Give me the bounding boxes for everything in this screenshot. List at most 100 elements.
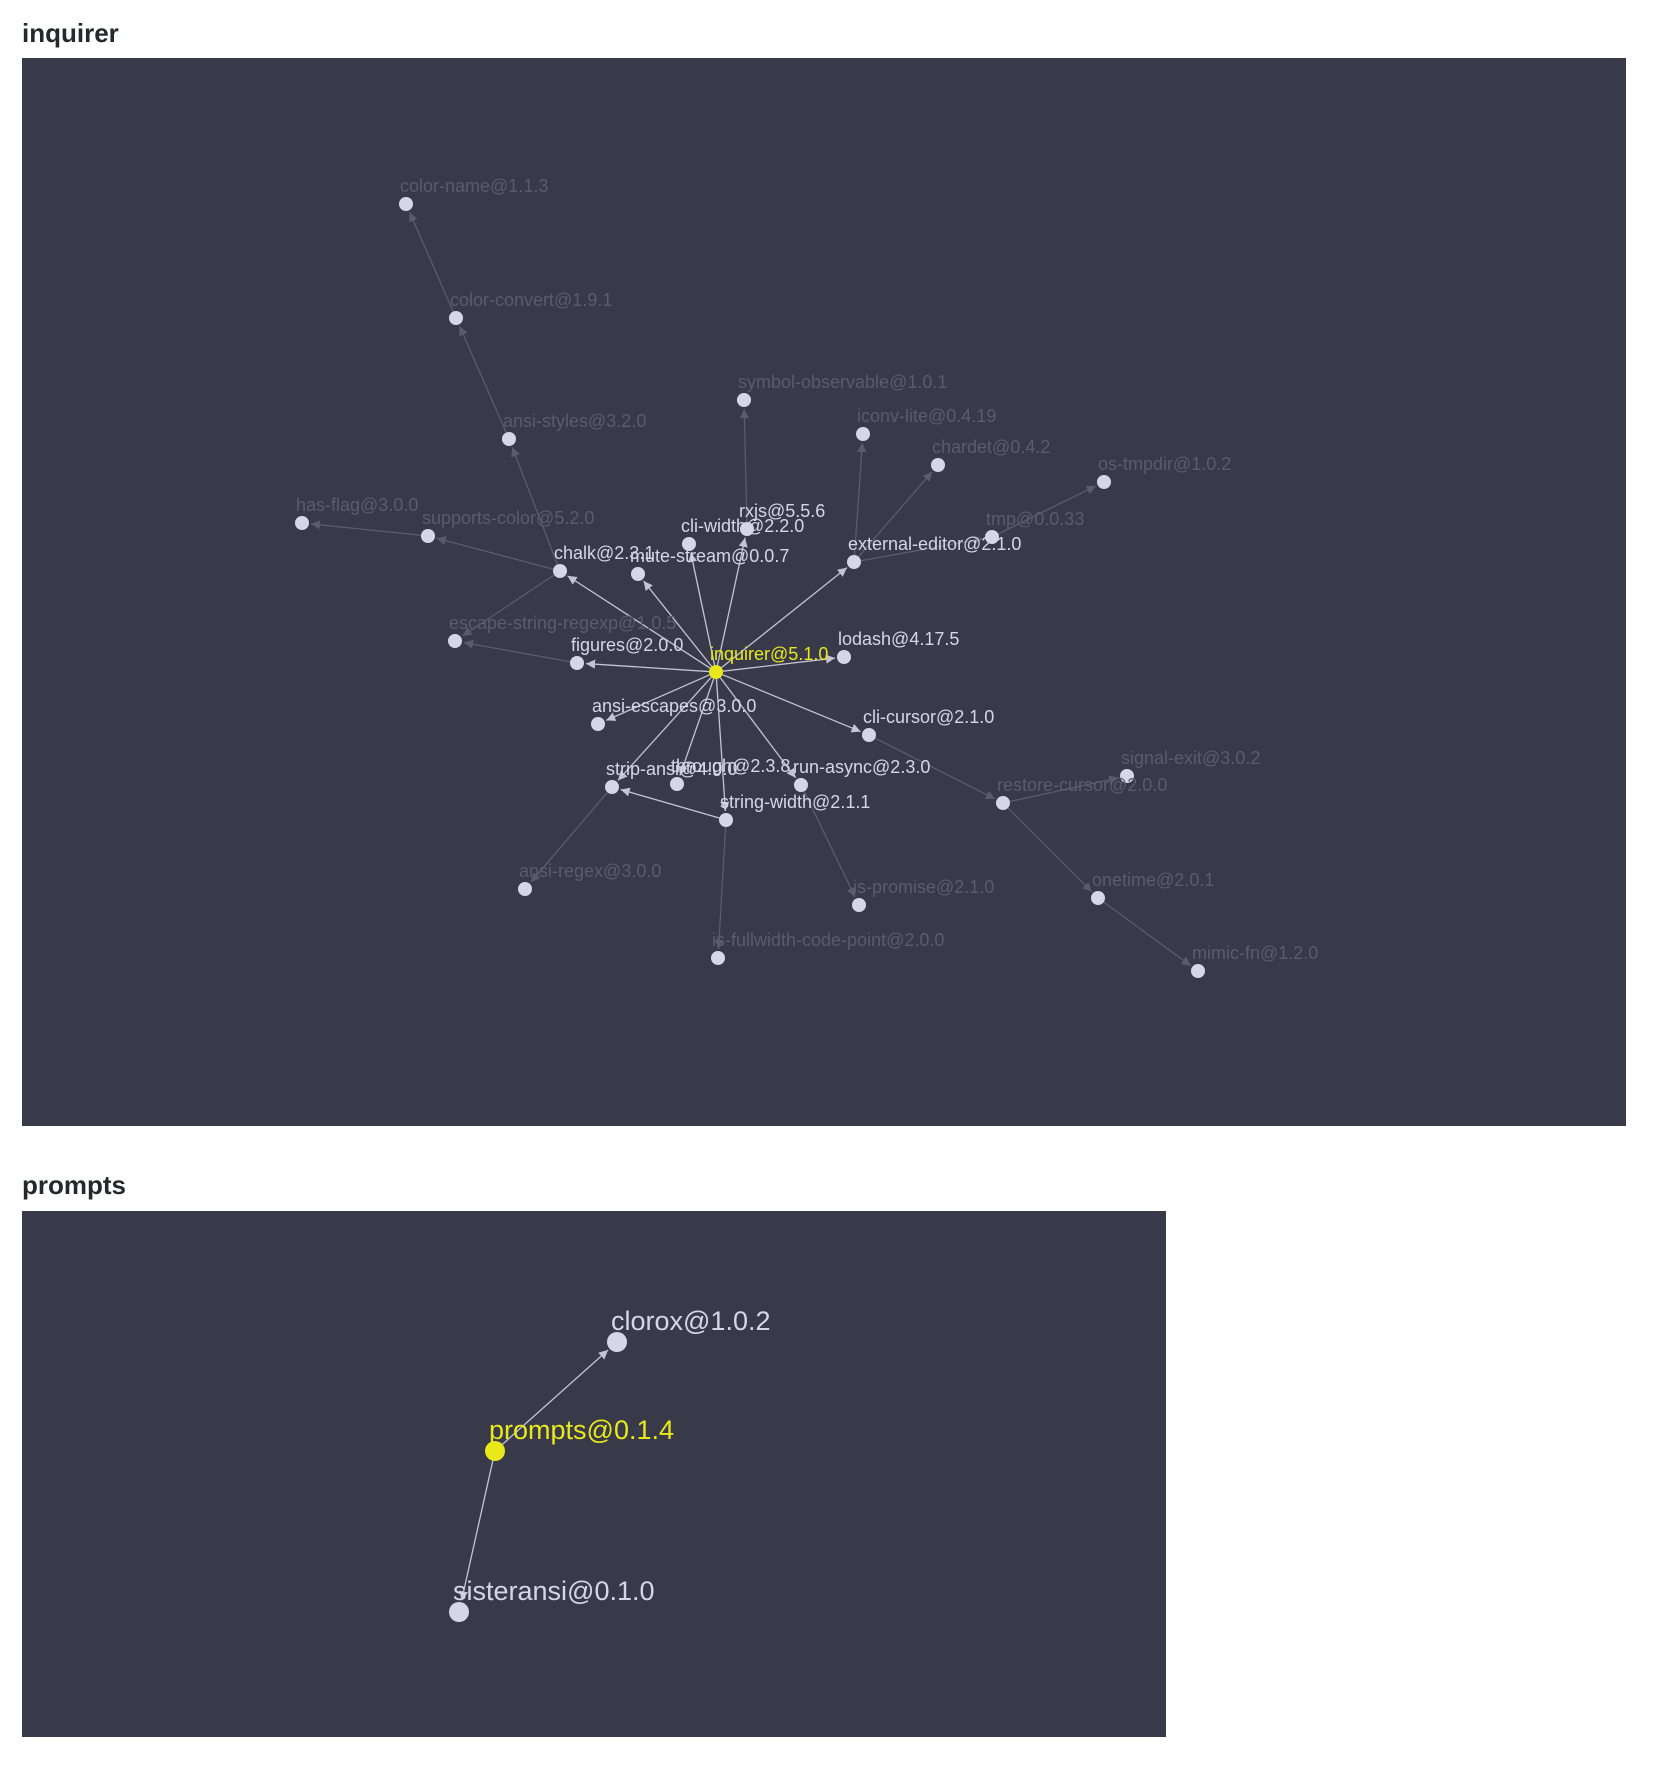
node-tmp[interactable]: tmp@0.0.33 [985,509,1084,544]
node-dot-has-flag[interactable] [295,516,309,530]
node-symbol-observable[interactable]: symbol-observable@1.0.1 [737,372,947,407]
node-dot-is-promise[interactable] [852,898,866,912]
edge-external-editor-to-tmp [860,535,984,562]
node-dot-ansi-regex[interactable] [518,882,532,896]
node-os-tmpdir[interactable]: os-tmpdir@1.0.2 [1097,454,1231,489]
graph-title-inquirer: inquirer [22,18,119,48]
node-supports-color[interactable]: supports-color@5.2.0 [421,508,594,543]
node-has-flag[interactable]: has-flag@3.0.0 [295,495,418,530]
graph-canvas-prompts[interactable]: prompts@0.1.4 clorox@1.0.2 sisteransi@0.1.… [22,1211,1166,1737]
node-ansi-regex[interactable]: ansi-regex@3.0.0 [518,861,661,896]
node-dot-iconv-lite[interactable] [856,427,870,441]
node-dot-chalk[interactable] [553,564,567,578]
node-rxjs[interactable]: rxjs@5.5.6 [739,501,825,536]
node-label-iconv-lite: iconv-lite@0.4.19 [857,406,996,426]
node-dot-clorox[interactable] [607,1332,627,1352]
node-dot-color-name[interactable] [399,197,413,211]
node-onetime[interactable]: onetime@2.0.1 [1091,870,1214,905]
node-dot-os-tmpdir[interactable] [1097,475,1111,489]
node-sisteransi[interactable]: sisteransi@0.1.0 [449,1576,655,1622]
node-label-strip-ansi: strip-ansi@4.0.0 [606,759,737,779]
node-through[interactable]: through@2.3.8 [670,756,790,791]
node-label-color-name: color-name@1.1.3 [400,176,548,196]
node-strip-ansi[interactable]: strip-ansi@4.0.0 [605,759,737,794]
node-mimic-fn[interactable]: mimic-fn@1.2.0 [1191,943,1318,978]
node-dot-color-convert[interactable] [449,311,463,325]
node-dot-is-fullwidth-code-point[interactable] [711,951,725,965]
node-dot-cli-width[interactable] [682,537,696,551]
node-lodash[interactable]: lodash@4.17.5 [837,629,959,664]
node-dot-cli-cursor[interactable] [862,728,876,742]
node-string-width[interactable]: string-width@2.1.1 [719,792,870,827]
node-dot-chardet[interactable] [931,458,945,472]
edge-rxjs-to-symbol-observable [739,408,749,523]
node-color-convert[interactable]: color-convert@1.9.1 [449,290,612,325]
node-label-mute-stream: mute-stream@0.0.7 [630,546,789,566]
node-label-is-fullwidth-code-point: is-fullwidth-code-point@2.0.0 [712,930,944,950]
node-dot-tmp[interactable] [985,530,999,544]
node-restore-cursor[interactable]: restore-cursor@2.0.0 [996,775,1167,810]
node-dot-restore-cursor[interactable] [996,796,1010,810]
node-label-mimic-fn: mimic-fn@1.2.0 [1192,943,1318,963]
node-dot-symbol-observable[interactable] [737,393,751,407]
node-dot-lodash[interactable] [837,650,851,664]
node-run-async[interactable]: run-async@2.3.0 [793,757,930,792]
graph-title-prompts: prompts [22,1170,126,1200]
edge-string-width-to-strip-ansi [620,787,720,819]
node-dot-escape-string-regexp[interactable] [448,634,462,648]
node-dot-run-async[interactable] [794,778,808,792]
node-ansi-styles[interactable]: ansi-styles@3.2.0 [502,411,646,446]
node-dot-rxjs[interactable] [740,522,754,536]
node-chalk[interactable]: chalk@2.3.1 [553,543,654,578]
node-cli-cursor[interactable]: cli-cursor@2.1.0 [862,707,994,742]
node-escape-string-regexp[interactable]: escape-string-regexp@1.0.5 [448,613,676,648]
graph-canvas-inquirer[interactable]: inquirer@5.1.0 chalk@2.3.1mute-stream@0.0… [22,58,1626,1126]
node-dot-figures[interactable] [570,656,584,670]
node-label-has-flag: has-flag@3.0.0 [296,495,418,515]
node-dot-inquirer[interactable] [709,665,723,679]
node-label-color-convert: color-convert@1.9.1 [450,290,612,310]
node-dot-sisteransi[interactable] [449,1602,469,1622]
node-dot-string-width[interactable] [719,813,733,827]
node-is-fullwidth-code-point[interactable]: is-fullwidth-code-point@2.0.0 [711,930,944,965]
node-chardet[interactable]: chardet@0.4.2 [931,437,1050,472]
node-dot-signal-exit[interactable] [1120,769,1134,783]
dependency-graph-prompts[interactable]: prompts@0.1.4 clorox@1.0.2 sisteransi@0.1.… [22,1211,1166,1737]
node-prompts[interactable]: prompts@0.1.4 [485,1415,674,1461]
dependency-graph-inquirer[interactable]: inquirer@5.1.0 chalk@2.3.1 mute-stream@0.0… [22,58,1626,1126]
node-label-is-promise: is-promise@2.1.0 [853,877,994,897]
node-dot-prompts[interactable] [485,1441,505,1461]
node-dot-through[interactable] [670,777,684,791]
node-ansi-escapes[interactable]: ansi-escapes@3.0.0 [591,696,756,731]
node-is-promise[interactable]: is-promise@2.1.0 [852,877,994,912]
node-inquirer[interactable]: inquirer@5.1.0 [709,644,828,679]
node-dot-ansi-styles[interactable] [502,432,516,446]
node-iconv-lite[interactable]: iconv-lite@0.4.19 [856,406,996,441]
node-external-editor[interactable]: external-editor@2.1.0 [847,534,1021,569]
node-label-ansi-regex: ansi-regex@3.0.0 [519,861,661,881]
node-dot-supports-color[interactable] [421,529,435,543]
node-clorox[interactable]: clorox@1.0.2 [607,1306,770,1352]
edge-inquirer-to-mute-stream [643,580,713,667]
edge-tmp-to-os-tmpdir [997,485,1097,535]
node-dot-external-editor[interactable] [847,555,861,569]
edge-prompts-to-clorox [502,1349,609,1445]
node-signal-exit[interactable]: signal-exit@3.0.2 [1120,748,1260,783]
node-dot-onetime[interactable] [1091,891,1105,905]
node-figures[interactable]: figures@2.0.0 [570,635,683,670]
nodes-inquirer: inquirer@5.1.0 chalk@2.3.1mute-stream@0.0… [295,176,1318,978]
edge-inquirer-to-external-editor [721,567,848,669]
edge-run-async-to-is-promise [803,791,856,898]
node-dot-mute-stream[interactable] [631,567,645,581]
node-mute-stream[interactable]: mute-stream@0.0.7 [630,546,789,581]
edge-string-width-to-is-fullwidth-code-point [714,826,727,950]
node-dot-mimic-fn[interactable] [1191,964,1205,978]
node-label-signal-exit: signal-exit@3.0.2 [1121,748,1260,768]
node-label-external-editor: external-editor@2.1.0 [848,534,1021,554]
edge-inquirer-to-lodash [722,654,836,672]
node-color-name[interactable]: color-name@1.1.3 [399,176,548,211]
node-dot-ansi-escapes[interactable] [591,717,605,731]
edge-chalk-to-supports-color [436,536,554,570]
node-dot-strip-ansi[interactable] [605,780,619,794]
edges-prompts [459,1349,609,1601]
